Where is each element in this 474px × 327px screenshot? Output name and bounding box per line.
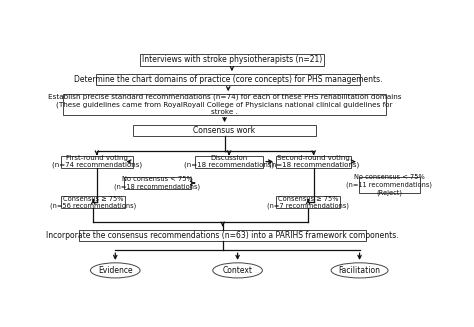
- FancyBboxPatch shape: [61, 196, 125, 208]
- Text: Incorporate the consensus recommendations (n=63) into a PARIHS framework compone: Incorporate the consensus recommendation…: [46, 231, 399, 240]
- Text: No consensus < 75%
(n=11 recommendations)
(Reject): No consensus < 75% (n=11 recommendations…: [346, 174, 432, 196]
- Text: Consensus ≥ 75%
(n=56 recommendations): Consensus ≥ 75% (n=56 recommendations): [50, 196, 137, 209]
- Text: Discussion
(n=18 recommendations): Discussion (n=18 recommendations): [184, 155, 274, 168]
- Text: Facilitation: Facilitation: [338, 266, 381, 275]
- FancyBboxPatch shape: [140, 54, 324, 66]
- Text: Consensus work: Consensus work: [193, 126, 255, 135]
- Text: Establish precise standard recommendations (n=74) for each of these PHS rehabili: Establish precise standard recommendatio…: [48, 94, 401, 115]
- Text: First-round voting
(n=74 recommendations): First-round voting (n=74 recommendations…: [52, 155, 142, 168]
- Ellipse shape: [91, 263, 140, 278]
- Ellipse shape: [331, 263, 388, 278]
- FancyBboxPatch shape: [63, 94, 386, 115]
- Text: Interviews with stroke physiotherapists (n=21): Interviews with stroke physiotherapists …: [142, 55, 322, 64]
- Text: Evidence: Evidence: [98, 266, 133, 275]
- Text: No consensus < 75%
(n=18 recommendations): No consensus < 75% (n=18 recommendations…: [114, 176, 201, 190]
- FancyBboxPatch shape: [133, 125, 316, 136]
- FancyBboxPatch shape: [80, 230, 366, 241]
- FancyBboxPatch shape: [96, 74, 360, 85]
- FancyBboxPatch shape: [276, 156, 351, 168]
- FancyBboxPatch shape: [124, 177, 191, 189]
- Text: Context: Context: [223, 266, 253, 275]
- FancyBboxPatch shape: [195, 156, 263, 168]
- Text: Consensus ≥ 75%
(n=7 recommendations): Consensus ≥ 75% (n=7 recommendations): [267, 196, 349, 209]
- FancyBboxPatch shape: [276, 196, 340, 208]
- Text: Determine the chart domains of practice (core concepts) for PHS managements.: Determine the chart domains of practice …: [74, 75, 383, 84]
- FancyBboxPatch shape: [61, 156, 133, 168]
- Ellipse shape: [213, 263, 263, 278]
- Text: Second-round voting
(n=18 recommendations): Second-round voting (n=18 recommendation…: [268, 155, 359, 168]
- FancyBboxPatch shape: [359, 177, 420, 193]
